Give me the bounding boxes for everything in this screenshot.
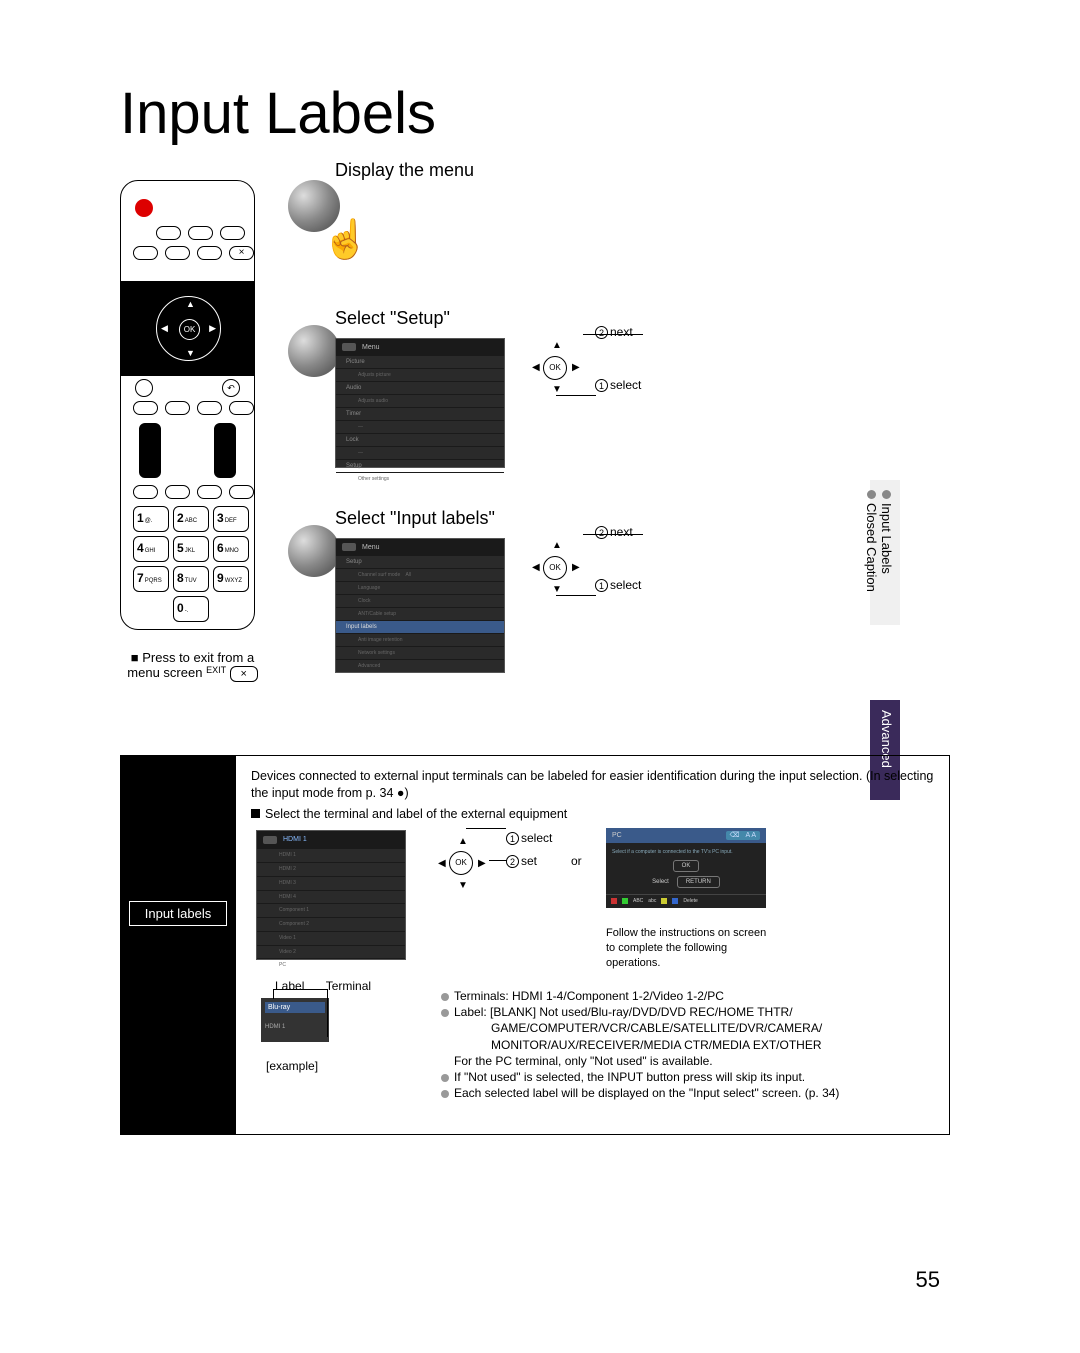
annotation-next: 2next [595, 325, 633, 339]
intro-text: Devices connected to external input term… [251, 768, 939, 802]
subheading: Select the terminal and label of the ext… [251, 806, 939, 823]
exit-note: ■ Press to exit from a menu screen EXIT … [110, 650, 275, 682]
remote-pill [229, 485, 254, 499]
step-2-label: Select "Setup" [335, 308, 450, 329]
remote-pill [229, 401, 254, 415]
input-labels-menu: Menu Setup Channel surf mode All Languag… [335, 538, 505, 673]
remote-pill [188, 226, 213, 240]
number-keypad: 1@. 2ABC 3DEF 4GHI 5JKL 6MNO 7PQRS 8TUV … [133, 506, 249, 622]
remote-control: OK ▲ ▼ ◀ ▶ ↶ 1@. 2ABC 3DEF 4GHI 5JKL 6MN… [120, 180, 255, 630]
step-ball-3 [288, 525, 340, 577]
side-tab-labels: Input Labels Closed Caption [870, 480, 900, 625]
exit-icon [229, 246, 254, 260]
key-7: 7PQRS [133, 566, 169, 592]
power-icon [135, 199, 153, 217]
hand-icon: ☝ [322, 218, 369, 262]
ok-button: OK [179, 319, 200, 340]
remote-pill [165, 246, 190, 260]
bullet-terminals: Terminals: HDMI 1-4/Component 1-2/Video … [441, 988, 939, 1004]
bullet-display: Each selected label will be displayed on… [441, 1085, 939, 1101]
input-labels-title: Input labels [129, 901, 227, 926]
annotation-next-2: 2next [595, 525, 633, 539]
remote-pill [197, 485, 222, 499]
remote-pill [156, 226, 181, 240]
key-2: 2ABC [173, 506, 209, 532]
page-title: Input Labels [120, 80, 436, 147]
key-0: 0-. [173, 596, 209, 622]
remote-pill [197, 401, 222, 415]
bullet-label: Label: [BLANK] Not used/Blu-ray/DVD/DVD … [441, 1004, 939, 1020]
volume-rocker [139, 423, 161, 478]
label-example: Blu-ray HDMI 1 [261, 998, 329, 1042]
remote-pill [197, 246, 222, 260]
return-icon: ↶ [222, 379, 240, 397]
step-3-label: Select "Input labels" [335, 508, 495, 529]
key-1: 1@. [133, 506, 169, 532]
remote-pill [133, 401, 158, 415]
ok-dpad: OK ▲ ▼ ◀ ▶ [156, 296, 221, 361]
input-label-list: HDMI 1 HDMI 1 HDMI 2 HDMI 3 HDMI 4 Compo… [256, 830, 406, 960]
key-8: 8TUV [173, 566, 209, 592]
kb-caption: Follow the instructions on screen to com… [606, 926, 776, 971]
bullet-notused: If "Not used" is selected, the INPUT but… [441, 1069, 939, 1085]
key-4: 4GHI [133, 536, 169, 562]
remote-pill [165, 401, 190, 415]
annotation-select: 1select [595, 378, 641, 392]
key-9: 9WXYZ [213, 566, 249, 592]
step-ball-2 [288, 325, 340, 377]
step-1-label: Display the menu [335, 160, 474, 181]
key-3: 3DEF [213, 506, 249, 532]
remote-pill [133, 485, 158, 499]
exit-key-icon: × [230, 666, 258, 682]
key-6: 6MNO [213, 536, 249, 562]
annotation-select-2: 1select [595, 578, 641, 592]
page-number: 55 [916, 1267, 940, 1293]
remote-pill [220, 226, 245, 240]
remote-pill [165, 485, 190, 499]
key-5: 5JKL [173, 536, 209, 562]
example-label: [example] [266, 1058, 318, 1074]
remote-pill [133, 246, 158, 260]
detail-box: Input labels Devices connected to extern… [120, 755, 950, 1135]
channel-rocker [214, 423, 236, 478]
remote-circle [135, 379, 153, 397]
onscreen-keyboard: PC⌫A A Select if a computer is connected… [606, 828, 766, 908]
setup-menu: Menu Picture Adjusts picture Audio Adjus… [335, 338, 505, 468]
